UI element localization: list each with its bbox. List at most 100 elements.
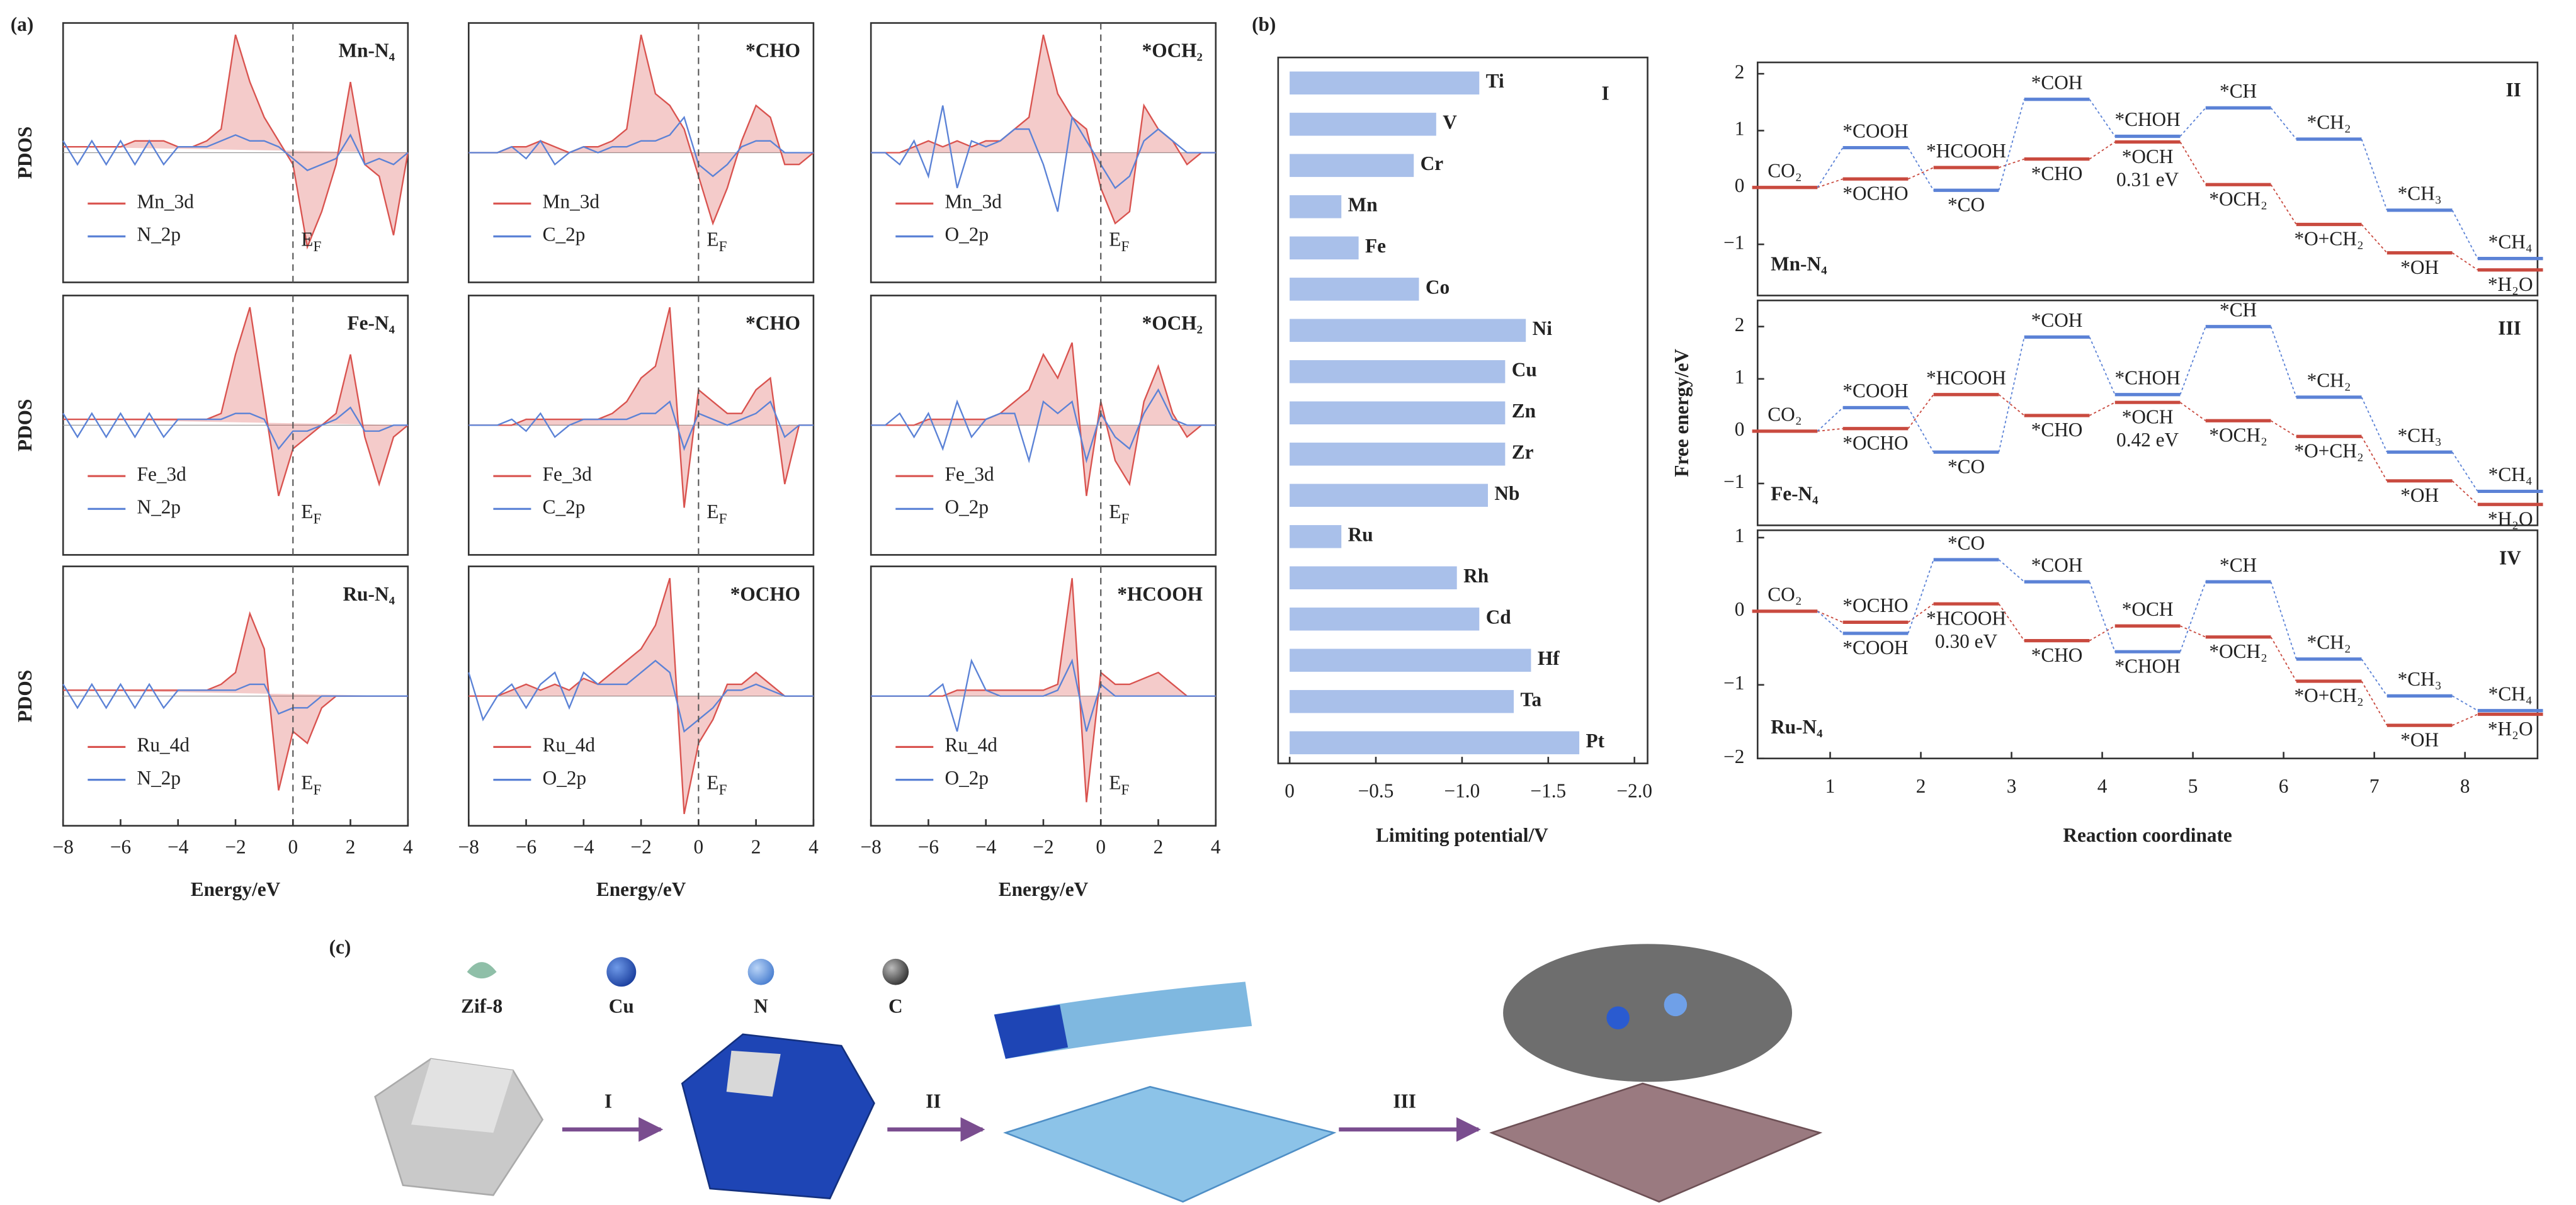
legend-label: Mn_3d: [543, 191, 600, 213]
x-axis-label: Energy/eV: [596, 878, 686, 900]
bar: [1290, 195, 1341, 218]
connector: [2089, 582, 2114, 652]
x-tick-label: 1: [1825, 775, 1836, 797]
level-label: CO₂: [1767, 159, 1801, 181]
x-tick-label: −8: [53, 835, 74, 857]
bar: [1290, 690, 1514, 713]
level-label: *COOH: [1842, 636, 1908, 659]
fermi-symbol: E: [706, 229, 718, 251]
bar: [1290, 484, 1488, 507]
x-tick-label: 8: [2460, 775, 2470, 797]
connector: [1817, 611, 1842, 623]
connector: [2180, 108, 2205, 136]
connector: [2180, 626, 2205, 637]
pdos-curve: [63, 35, 408, 247]
x-tick-label: 5: [2188, 775, 2198, 797]
bar-label: Co: [1426, 276, 1450, 298]
level-label: *HCOOH: [1926, 607, 2006, 629]
graphene: [1503, 944, 1792, 1082]
legend-label: O_2p: [945, 496, 989, 518]
level-label: *COOH: [1842, 120, 1908, 142]
panel-title: *OCH₂: [1142, 312, 1203, 334]
level-label: *OCH₂: [2209, 188, 2267, 210]
level-label: *HCOOH: [1926, 366, 2006, 388]
legend-label: Zif-8: [461, 995, 502, 1017]
fermi-symbol: E: [706, 772, 718, 794]
connector: [2453, 253, 2478, 270]
carbon-mesh: [1492, 1083, 1820, 1202]
y-tick-label: −2: [1723, 745, 1744, 767]
x-tick-label: −8: [458, 835, 479, 857]
level-label: *CHO: [2031, 419, 2083, 441]
figure: (a) (b) (c) Zif-8 Cu N C I II III Mn_3dN…: [0, 0, 2576, 1205]
panel-title: Ru-N₄: [343, 583, 395, 605]
fermi-subscript: F: [719, 511, 727, 528]
y-tick-label: −1: [1723, 672, 1744, 694]
bar-label: Mn: [1348, 194, 1378, 216]
level-label: *OCHO: [1842, 432, 1908, 454]
pdos-curve: [468, 307, 814, 507]
x-tick-label: 0: [288, 835, 298, 857]
level-label: *O+CH₂: [2295, 439, 2364, 461]
x-tick-label: 2: [751, 835, 761, 857]
connector: [2453, 481, 2478, 504]
legend-label: N_2p: [137, 767, 181, 789]
connector: [1908, 408, 1933, 453]
level-label: *OH: [2400, 728, 2439, 750]
x-tick-label: −4: [975, 835, 997, 857]
level-label: *OCHO: [1842, 182, 1908, 204]
panel-number: IV: [2499, 546, 2521, 569]
connector: [1999, 337, 2024, 452]
fermi-subscript: F: [719, 782, 727, 798]
level-label: *CHO: [2031, 644, 2083, 666]
bar-label: Cr: [1421, 152, 1444, 174]
panel-title: Fe-N₄: [348, 312, 395, 334]
connector: [2361, 224, 2386, 252]
y-tick-label: 0: [1735, 174, 1745, 196]
fermi-symbol: E: [301, 229, 313, 251]
fermi-symbol: E: [706, 501, 718, 523]
fiber-mesh: [1006, 1087, 1334, 1202]
connector: [1817, 429, 1842, 431]
page: {"panel_labels":["(a)","(b)","(c)"], "ch…: [0, 0, 2576, 1205]
bar-label: Hf: [1538, 647, 1560, 669]
y-tick-label: 0: [1735, 598, 1745, 620]
bar-label: Fe: [1365, 235, 1386, 257]
y-tick-label: 0: [1735, 418, 1745, 440]
level-label: CO₂: [1767, 404, 1801, 426]
fermi-label: EF: [301, 229, 321, 256]
x-axis-label: Reaction coordinate: [2063, 824, 2232, 846]
y-axis-label: PDOS: [14, 670, 36, 722]
connector: [2271, 421, 2296, 436]
panel-title: Ru-N₄: [1771, 716, 1823, 738]
connector: [2180, 327, 2205, 395]
connector: [1817, 611, 1842, 633]
connector: [2089, 142, 2114, 159]
connector: [2361, 659, 2386, 696]
x-tick-label: −0.5: [1358, 780, 1394, 802]
bar: [1290, 154, 1414, 178]
bar-label: Cu: [1512, 359, 1537, 381]
panel-label: (a): [11, 13, 33, 35]
y-tick-label: −1: [1723, 231, 1744, 253]
legend-label: C_2p: [543, 496, 586, 518]
pdos-curve: [468, 578, 814, 814]
level-label: *CHOH: [2114, 655, 2180, 677]
level-label: *OCH₂: [2209, 640, 2267, 662]
fermi-subscript: F: [719, 239, 727, 255]
connector: [2271, 637, 2296, 681]
connector: [2271, 108, 2296, 139]
connector: [2453, 452, 2478, 491]
connector: [2089, 99, 2114, 137]
legend-label: N: [754, 995, 768, 1017]
bar: [1290, 72, 1479, 95]
panel-label: (c): [329, 936, 351, 958]
bar-label: Ti: [1486, 70, 1504, 92]
level-label: *O+CH₂: [2295, 228, 2364, 250]
level-label: *CH₂: [2307, 111, 2351, 133]
level-label: *CH₃: [2398, 183, 2442, 205]
connector: [2361, 397, 2386, 452]
fermi-symbol: E: [301, 772, 313, 794]
level-label: *CH₂: [2307, 370, 2351, 392]
x-tick-label: −2: [630, 835, 651, 857]
